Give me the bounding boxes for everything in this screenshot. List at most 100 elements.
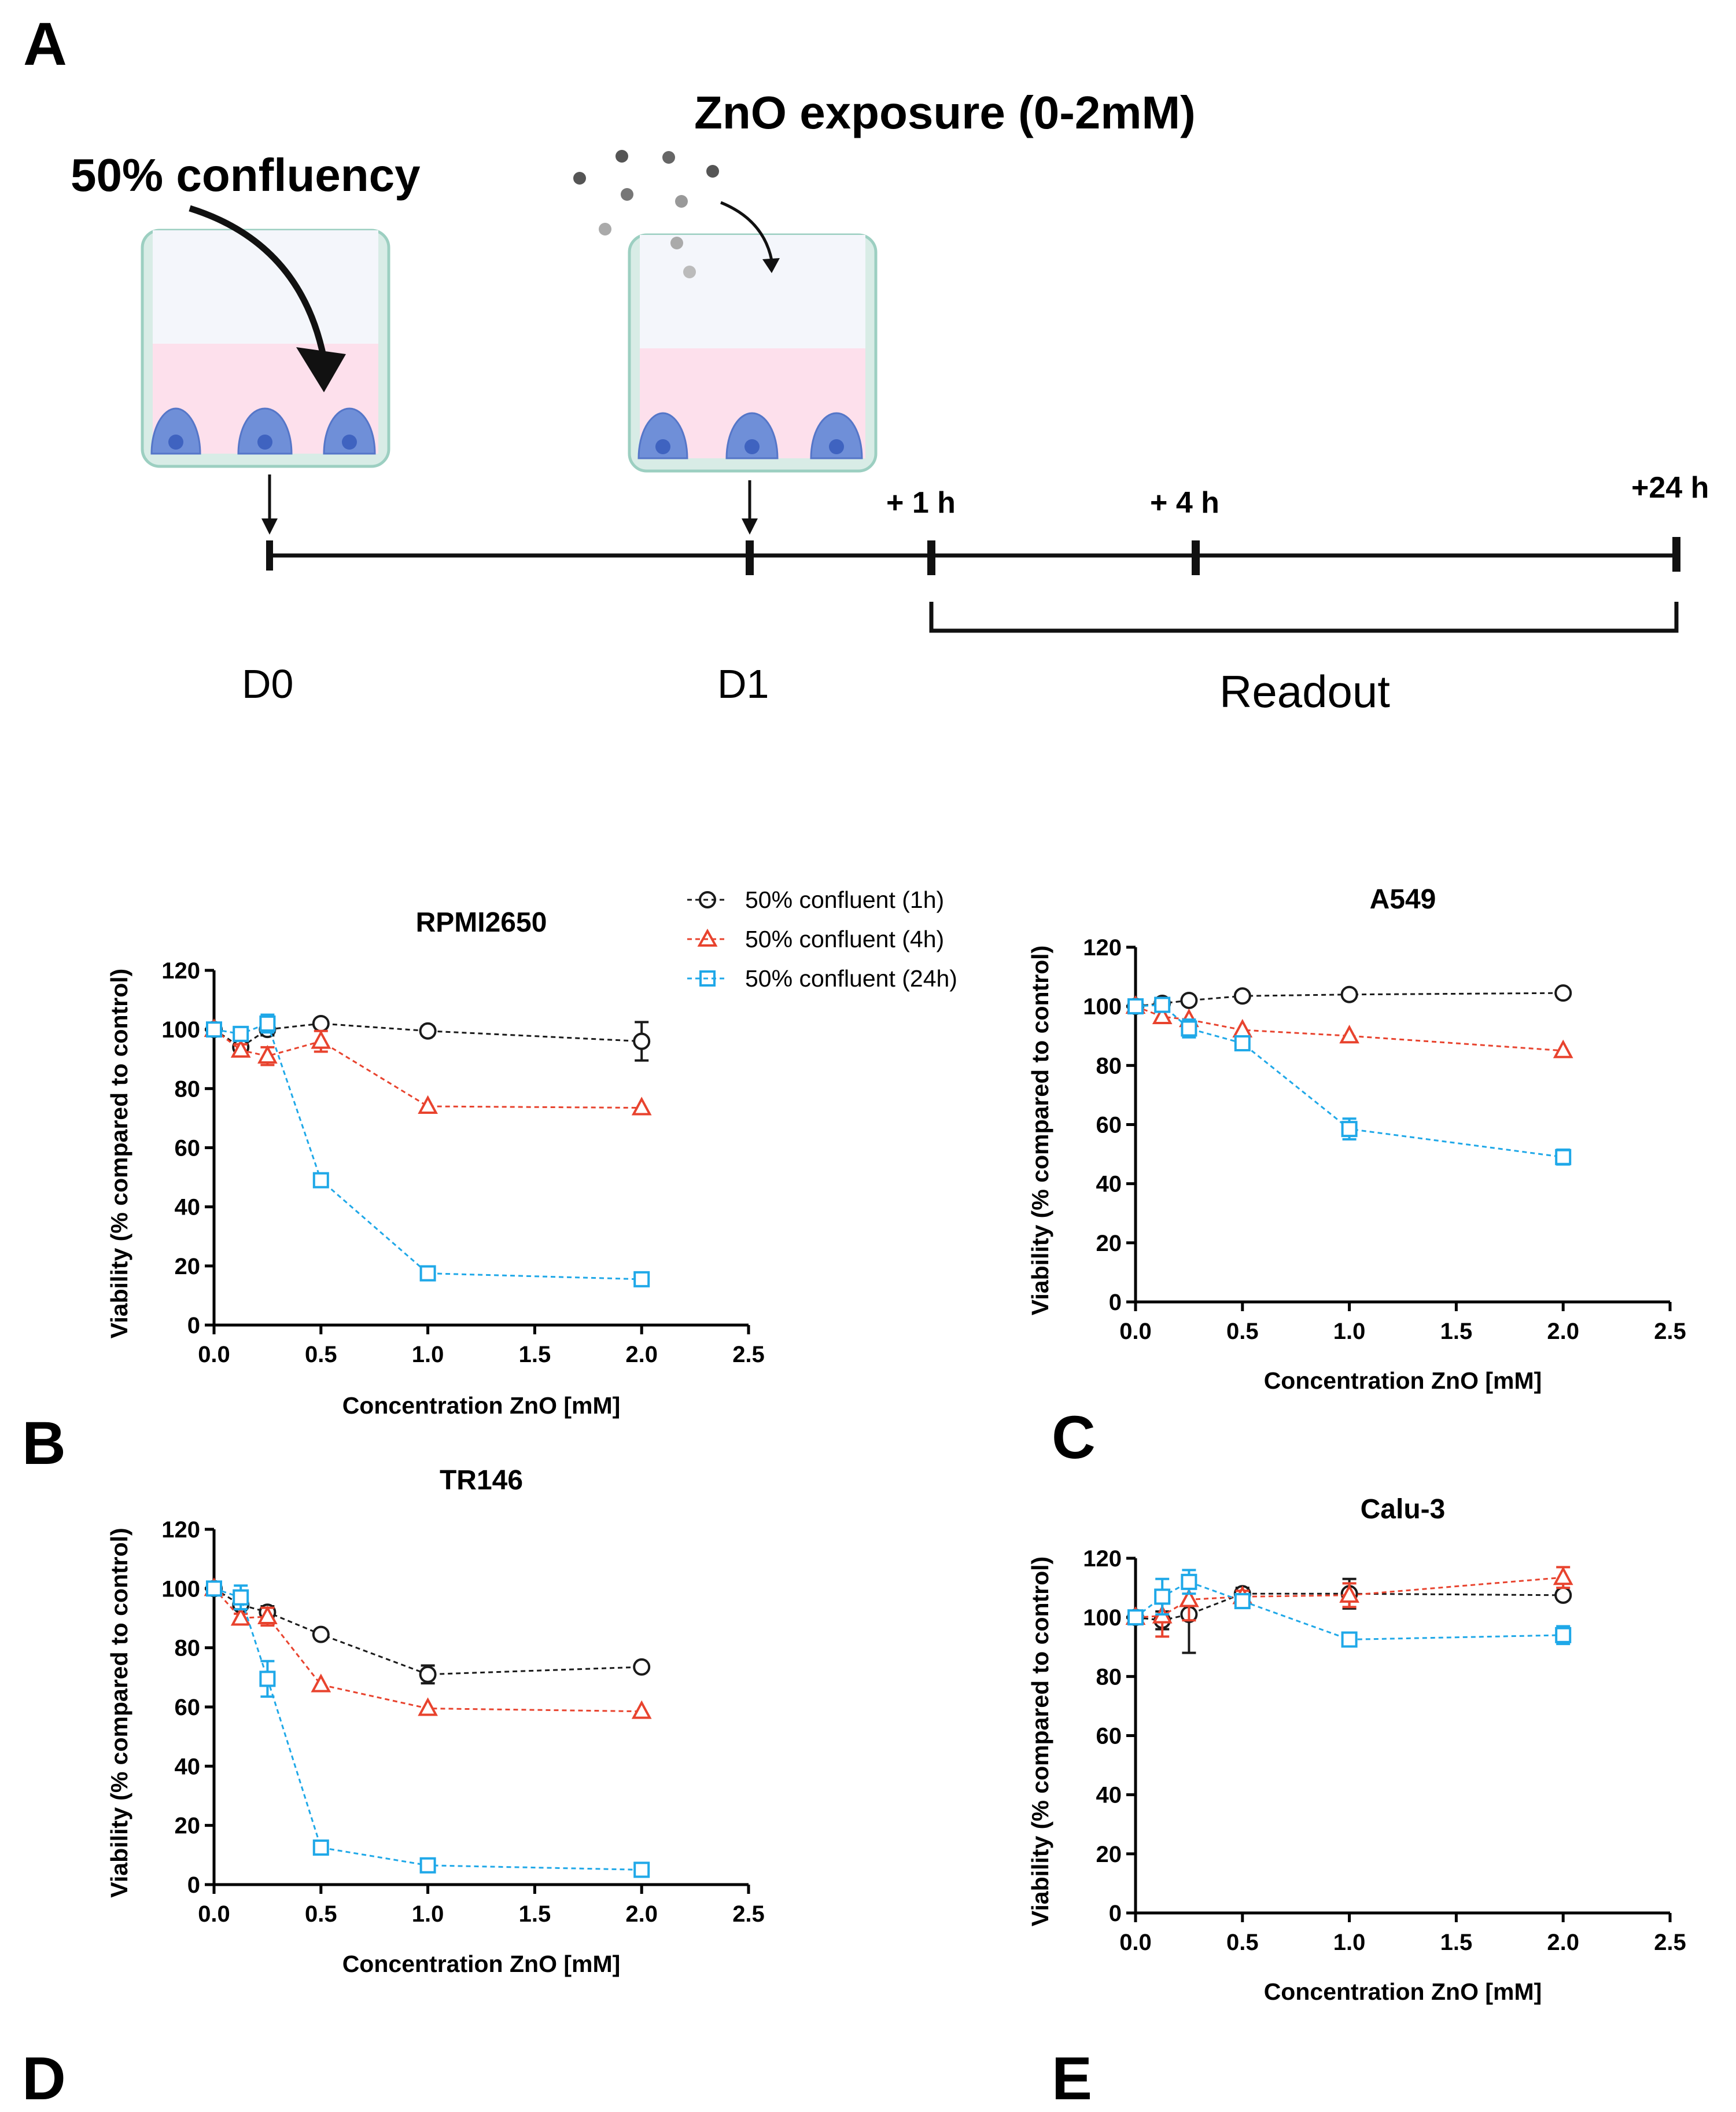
data-point — [1181, 1020, 1197, 1037]
particle — [675, 195, 688, 208]
legend-entry-4h: 50% confluent (4h) — [745, 926, 944, 952]
culture-well-d1 — [628, 233, 878, 473]
legend-marker-triangle — [697, 928, 718, 947]
x-axis-label: Concentration ZnO [mM] — [1264, 1978, 1542, 2005]
data-point — [1234, 1593, 1251, 1610]
timeline-tick-4h — [1192, 540, 1200, 575]
panel-label-e: E — [1052, 2045, 1092, 2112]
cell — [150, 407, 201, 455]
chart-tr146: TR146 0 20 40 60 80 100 120 0.0 0.5 1.0 1.5 2.0 2.5 Co… — [106, 1465, 765, 1977]
y-tick-label: 0 — [1109, 1290, 1122, 1315]
series-line — [1135, 1592, 1564, 1621]
timeline-tick-1h — [927, 540, 935, 575]
series-line — [213, 1588, 642, 1713]
schematic-panel: A 50% confluency ZnO exposure (0-2mM) — [23, 10, 1709, 717]
legend-marker-circle — [699, 891, 716, 908]
x-tick-label: 1.0 — [412, 1901, 444, 1927]
data-point — [230, 1039, 251, 1058]
data-point — [257, 1605, 278, 1624]
series-line — [1135, 1004, 1564, 1158]
x-tick-label: 0.5 — [1226, 1319, 1259, 1344]
y-tick-label: 100 — [161, 1576, 200, 1602]
data-point — [311, 1673, 331, 1692]
data-point — [1340, 985, 1358, 1003]
y-tick-label: 20 — [1096, 1231, 1122, 1256]
cell — [637, 412, 688, 459]
data-point — [1152, 1005, 1173, 1025]
legend-marker-square — [699, 970, 716, 987]
y-axis-label: Viability (% compared to control) — [106, 969, 132, 1338]
data-point — [1179, 1588, 1199, 1607]
data-point — [1554, 984, 1572, 1002]
y-tick-label: 120 — [161, 958, 200, 984]
chart-title: RPMI2650 — [416, 907, 547, 938]
data-point — [1339, 1584, 1359, 1603]
data-point — [631, 1097, 652, 1116]
data-point — [233, 1025, 249, 1042]
series-line — [1135, 1005, 1564, 1052]
data-point — [1553, 1566, 1573, 1585]
x-tick-label: 0.5 — [1226, 1930, 1259, 1955]
chart-title: TR146 — [440, 1465, 523, 1496]
panel-label-b: B — [22, 1410, 66, 1477]
data-point — [259, 1671, 276, 1687]
y-tick-label: 0 — [187, 1872, 200, 1898]
y-tick-label: 0 — [187, 1313, 200, 1338]
x-tick-label: 0.0 — [198, 1901, 230, 1927]
particle — [706, 165, 719, 178]
x-tick-label: 1.5 — [1440, 1319, 1473, 1344]
y-tick-label: 60 — [1096, 1724, 1122, 1749]
panel-label-a: A — [23, 10, 67, 78]
readout-bracket — [929, 602, 1679, 633]
y-tick-label: 0 — [1109, 1901, 1122, 1926]
x-tick-label: 1.0 — [1333, 1319, 1366, 1344]
data-point — [230, 1607, 251, 1626]
y-axis-label: Viability (% compared to control) — [1027, 1557, 1053, 1926]
data-point — [1154, 1588, 1171, 1605]
timeline-tick-d1 — [746, 540, 754, 575]
timeline-tick-d0 — [266, 540, 273, 571]
y-tick-label: 100 — [161, 1017, 200, 1043]
curved-arrow-icon — [720, 201, 773, 261]
x-axis-label: Concentration ZnO [mM] — [342, 1392, 621, 1419]
y-tick-label: 80 — [175, 1076, 201, 1102]
y-tick-label: 20 — [175, 1813, 201, 1839]
data-point — [419, 1857, 436, 1874]
data-point — [1554, 1586, 1572, 1604]
panel-label-d: D — [22, 2045, 66, 2112]
data-point — [419, 1022, 437, 1040]
y-tick-label: 120 — [161, 1517, 200, 1543]
x-tick-label: 2.5 — [1654, 1930, 1686, 1955]
series-line — [213, 1028, 642, 1109]
cell — [237, 407, 293, 455]
y-tick-label: 80 — [1096, 1664, 1122, 1690]
x-tick-label: 0.0 — [198, 1342, 230, 1367]
series-50-confluent-24h- — [1127, 996, 1572, 1166]
arrowhead-icon — [762, 258, 780, 273]
y-axis-label: Viability (% compared to control) — [106, 1528, 132, 1897]
legend-entry-24h: 50% confluent (24h) — [745, 965, 957, 992]
x-tick-label: 2.0 — [625, 1342, 658, 1367]
data-point — [1553, 1039, 1573, 1058]
cell-nucleus — [257, 435, 272, 450]
data-point — [312, 1172, 329, 1189]
arrowhead-icon — [296, 347, 346, 392]
x-tick-label: 1.0 — [1333, 1930, 1366, 1955]
y-tick-label: 100 — [1083, 1605, 1122, 1631]
particle — [662, 151, 675, 164]
cell-nucleus — [342, 435, 357, 450]
chart-title: Calu-3 — [1361, 1494, 1446, 1525]
x-tick-label: 2.0 — [1547, 1319, 1579, 1344]
series-50-confluent-4h- — [204, 1018, 652, 1116]
cell-layer — [150, 407, 376, 455]
confluency-label: 50% confluency — [71, 149, 421, 201]
readout-label: Readout — [1219, 666, 1390, 717]
particle — [670, 237, 683, 249]
series-50-confluent-24h- — [206, 1013, 650, 1287]
panel-label-c: C — [1052, 1404, 1096, 1471]
y-tick-label: 40 — [175, 1754, 201, 1779]
data-point — [312, 1625, 330, 1643]
y-axis-label: Viability (% compared to control) — [1027, 945, 1053, 1315]
y-tick-label: 40 — [1096, 1783, 1122, 1808]
